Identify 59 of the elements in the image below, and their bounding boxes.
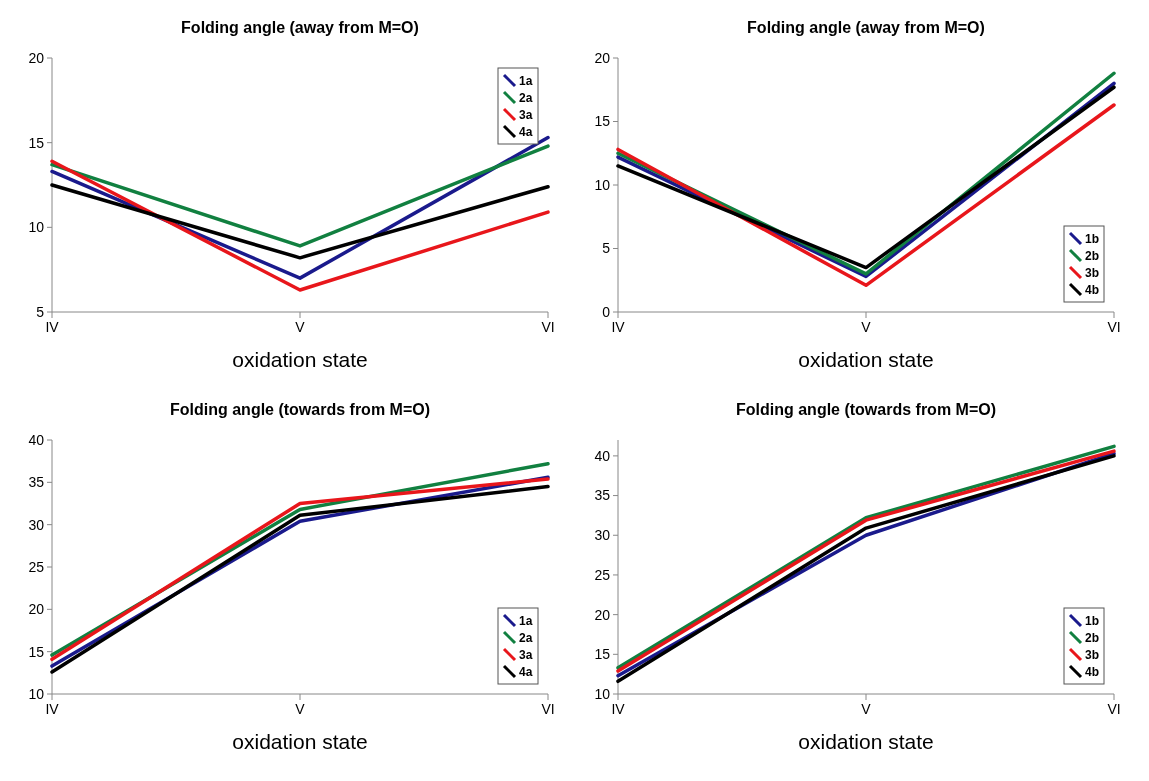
- y-tick-label: 10: [594, 176, 611, 193]
- chart-title: Folding angle (away from M=O): [181, 19, 419, 36]
- y-tick-label: 15: [594, 113, 611, 130]
- legend-label: 1a: [519, 74, 533, 88]
- legend-label: 3b: [1085, 266, 1100, 280]
- legend-label: 2b: [1085, 631, 1100, 645]
- chart-title: Folding angle (towards from M=O): [736, 401, 996, 418]
- x-axis-title: oxidation state: [798, 730, 934, 753]
- x-tick-label: V: [295, 319, 306, 335]
- y-tick-label: 20: [28, 601, 45, 618]
- chart-title: Folding angle (away from M=O): [747, 19, 985, 36]
- x-axis-title: oxidation state: [232, 348, 368, 371]
- y-tick-label: 40: [28, 431, 45, 448]
- x-tick-label: VI: [1107, 701, 1121, 717]
- y-tick-label: 25: [594, 566, 611, 583]
- y-tick-label: 10: [594, 685, 611, 702]
- x-tick-label: IV: [45, 701, 60, 717]
- x-axis-title: oxidation state: [232, 730, 368, 753]
- legend-label: 3a: [519, 648, 533, 662]
- x-tick-label: VI: [541, 701, 555, 717]
- y-tick-label: 15: [28, 643, 45, 660]
- y-tick-label: 35: [28, 474, 45, 491]
- legend-label: 1b: [1085, 232, 1100, 246]
- x-tick-label: VI: [1107, 319, 1121, 335]
- legend-label: 4b: [1085, 665, 1100, 679]
- legend-label: 3b: [1085, 648, 1100, 662]
- legend-label: 1a: [519, 614, 533, 628]
- legend-label: 2a: [519, 91, 533, 105]
- y-tick-label: 15: [28, 134, 45, 151]
- x-tick-label: IV: [45, 319, 60, 335]
- legend-label: 2b: [1085, 249, 1100, 263]
- x-tick-label: V: [295, 701, 306, 717]
- y-tick-label: 5: [36, 303, 45, 320]
- y-tick-label: 25: [28, 558, 45, 575]
- legend-label: 4a: [519, 665, 533, 679]
- y-tick-label: 10: [28, 219, 45, 236]
- y-tick-label: 30: [594, 527, 611, 544]
- legend-label: 4b: [1085, 283, 1100, 297]
- legend-label: 4a: [519, 125, 533, 139]
- x-axis-title: oxidation state: [798, 348, 934, 371]
- x-tick-label: V: [861, 701, 872, 717]
- y-tick-label: 20: [594, 49, 611, 66]
- x-tick-label: IV: [611, 701, 626, 717]
- y-tick-label: 40: [594, 447, 611, 464]
- y-tick-label: 0: [602, 303, 611, 320]
- y-tick-label: 15: [594, 646, 611, 663]
- y-tick-label: 30: [28, 516, 45, 533]
- y-tick-label: 10: [28, 685, 45, 702]
- y-tick-label: 5: [602, 240, 611, 257]
- x-tick-label: V: [861, 319, 872, 335]
- x-tick-label: VI: [541, 319, 555, 335]
- legend-label: 2a: [519, 631, 533, 645]
- legend-label: 3a: [519, 108, 533, 122]
- legend-label: 1b: [1085, 614, 1100, 628]
- chart-title: Folding angle (towards from M=O): [170, 401, 430, 418]
- x-tick-label: IV: [611, 319, 626, 335]
- y-tick-label: 35: [594, 487, 611, 504]
- y-tick-label: 20: [28, 49, 45, 66]
- y-tick-label: 20: [594, 606, 611, 623]
